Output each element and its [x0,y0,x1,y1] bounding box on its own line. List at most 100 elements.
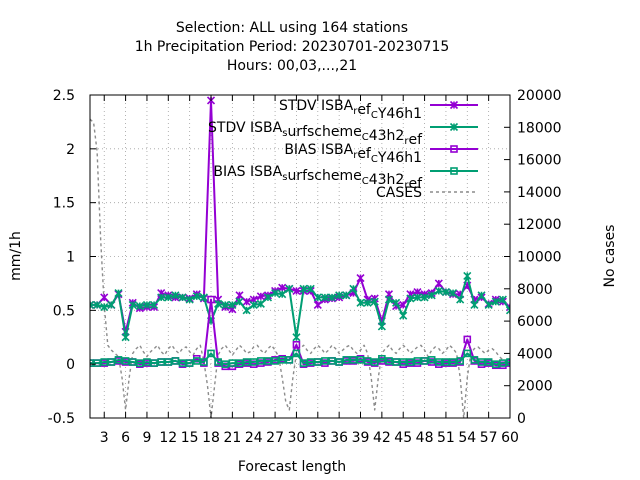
x-tick-label: 60 [501,430,519,446]
data-point [456,295,465,304]
legend-text: urfscheme [287,168,361,184]
data-point [249,358,258,366]
legend-text: ef [408,132,423,148]
data-point [313,293,322,302]
legend-label: BIAS ISBArefCY46h1 [284,142,422,166]
data-point [100,303,109,312]
data-point [256,299,265,308]
data-point [491,360,500,368]
data-point [320,293,329,302]
data-point [214,358,222,366]
data-point [100,293,109,302]
data-point [484,300,493,310]
data-point [356,356,365,364]
x-tick-label: 45 [394,430,412,446]
legend-subscript: C [371,154,378,165]
data-point [477,291,486,300]
legend-marker [449,100,459,110]
data-point [456,357,464,365]
x-tick-label: 18 [202,430,220,446]
y2-tick-label: 18000 [517,120,562,136]
y2-tick-label: 12000 [517,217,562,233]
data-point [292,333,301,342]
data-point [491,297,500,306]
legend-text: urfscheme [287,124,361,140]
x-tick-label: 9 [142,430,151,446]
legend-text: Y46h1 [377,150,422,166]
data-point [392,298,401,307]
series-line [90,352,510,366]
x-tick-label: 3 [100,430,109,446]
series-line [90,118,510,418]
y2-tick-label: 6000 [517,314,553,330]
data-point [505,306,510,315]
data-point [420,293,429,302]
data-point [370,297,379,306]
legend-marker [450,145,458,153]
data-point [342,356,351,364]
data-point [306,358,315,366]
data-point [214,299,223,308]
data-point [399,311,408,320]
legend-text: Y46h1 [377,106,422,122]
legend-entry: STDV ISBArefCY46h1 [279,98,478,122]
data-point [413,293,422,302]
data-point [434,286,443,296]
legend-text: BIAS ISBA [213,164,282,180]
legend-text: BIAS ISBA [284,142,353,158]
data-point [406,294,415,303]
data-point [463,349,472,358]
legend-subscript: C [371,110,378,121]
data-point [192,357,201,365]
legend-marker [449,122,459,132]
y2-tick-label: 4000 [517,346,553,362]
y2-tick-label: 8000 [517,282,553,298]
data-point [299,359,308,367]
legend-entry: STDV ISBAsurfschemeC43h2ref [208,120,478,148]
data-point [470,300,479,310]
data-point [285,284,294,293]
x-tick-label: 39 [352,430,370,446]
data-point [399,300,408,310]
legend-subscript: r [404,180,409,191]
x-axis-label: Forecast length [238,459,346,475]
data-point [313,358,322,366]
x-tick-label: 33 [309,430,327,446]
x-tick-label: 15 [181,430,199,446]
legend-subscript: C [362,132,369,143]
data-point [90,359,94,367]
data-point [420,357,429,365]
x-tick-label: 30 [288,430,306,446]
data-point [256,292,265,301]
legend-label: STDV ISBAsurfschemeC43h2ref [208,120,423,148]
data-point [285,356,294,364]
data-point [142,300,152,310]
data-point [498,295,507,304]
data-point [178,359,187,367]
data-point [342,291,351,300]
data-point [157,358,165,366]
y2-tick-label: 10000 [517,250,562,266]
data-point [228,359,237,367]
title-line-2: 1h Precipitation Period: 20230701-202307… [135,39,450,55]
series-4 [90,118,510,418]
data-point [164,293,173,302]
data-point [264,357,272,365]
y-tick-label: 0 [66,357,75,373]
data-point [328,357,336,365]
data-point [128,300,137,310]
y2-axis-label: No cases [602,225,618,288]
legend-subscript: C [362,176,369,187]
y-tick-label: 0.5 [53,303,75,319]
legend-text: ef [408,176,423,192]
data-point [114,356,123,364]
data-point [150,300,159,310]
y-axis-label: mm/1h [8,231,24,281]
data-point [477,358,486,366]
x-tick-label: 27 [266,430,284,446]
data-point [221,300,230,310]
legend-label: BIAS ISBAsurfschemeC43h2ref [213,164,423,192]
data-point [199,293,208,302]
